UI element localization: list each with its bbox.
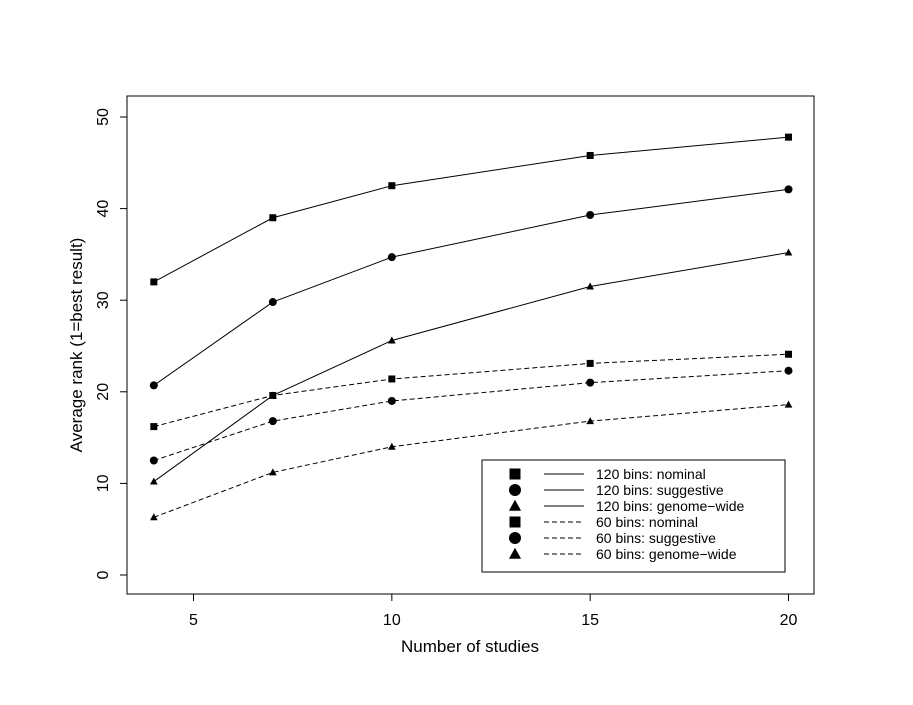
legend-box [481, 459, 786, 573]
x-axis-title: Number of studies [401, 637, 539, 656]
data-point-circle [784, 366, 793, 375]
data-point-circle [149, 381, 158, 390]
legend-marker-triangle [508, 547, 522, 559]
legend-marker-circle [509, 484, 521, 496]
y-tick-label: 20 [95, 383, 112, 401]
x-tick-label: 5 [189, 612, 198, 629]
series-line-2 [153, 188, 789, 386]
data-point-square [586, 151, 594, 159]
data-point-triangle [387, 442, 396, 450]
data-point-square [150, 278, 158, 286]
data-point-circle [586, 211, 595, 220]
data-point-triangle [387, 336, 396, 344]
legend-marker-circle [509, 532, 521, 544]
data-point-triangle [586, 417, 595, 425]
x-tick-label: 20 [780, 612, 798, 629]
legend-label: 60 bins: nominal [596, 514, 698, 530]
x-tick-label: 15 [581, 612, 599, 629]
y-tick-label: 10 [95, 474, 112, 492]
data-point-square [785, 133, 792, 141]
data-point-circle [268, 298, 277, 307]
data-point-triangle [149, 513, 158, 521]
series-line-1 [153, 136, 789, 283]
data-point-square [388, 375, 396, 383]
legend-label: 120 bins: nominal [596, 466, 706, 482]
data-point-square [785, 350, 792, 358]
legend-label: 120 bins: genome−wide [596, 498, 744, 514]
data-point-square [388, 182, 396, 190]
data-point-square [269, 214, 277, 222]
data-point-circle [149, 456, 158, 465]
data-point-triangle [784, 248, 793, 256]
data-point-square [150, 423, 158, 431]
data-point-triangle [586, 282, 595, 290]
data-point-circle [784, 185, 793, 194]
axes: 5 10 15 20 0 10 20 30 40 50 [95, 108, 798, 629]
y-tick-label: 50 [95, 108, 112, 126]
y-axis-title: Average rank (1=best result) [67, 238, 86, 453]
data-point-circle [586, 378, 595, 387]
legend-marker-square [509, 516, 521, 528]
series-line-4 [153, 353, 789, 428]
data-point-triangle [149, 477, 158, 485]
legend-marker-triangle [508, 499, 522, 511]
data-point-square [586, 359, 594, 367]
series-line-3 [153, 252, 789, 482]
data-point-triangle [784, 400, 793, 408]
legend-label: 120 bins: suggestive [596, 482, 724, 498]
x-tick-label: 10 [383, 612, 401, 629]
data-point-circle [387, 253, 396, 262]
data-point-circle [387, 396, 396, 405]
legend-marker-square [509, 468, 521, 480]
data-point-circle [268, 417, 277, 426]
series-line-5 [153, 370, 789, 461]
series-markers [149, 133, 793, 521]
y-tick-label: 0 [95, 570, 112, 579]
data-point-triangle [268, 468, 277, 476]
y-tick-label: 40 [95, 200, 112, 218]
legend-label: 60 bins: suggestive [596, 530, 716, 546]
y-tick-label: 30 [95, 291, 112, 309]
data-point-square [269, 391, 277, 399]
legend-label: 60 bins: genome−wide [596, 546, 737, 562]
